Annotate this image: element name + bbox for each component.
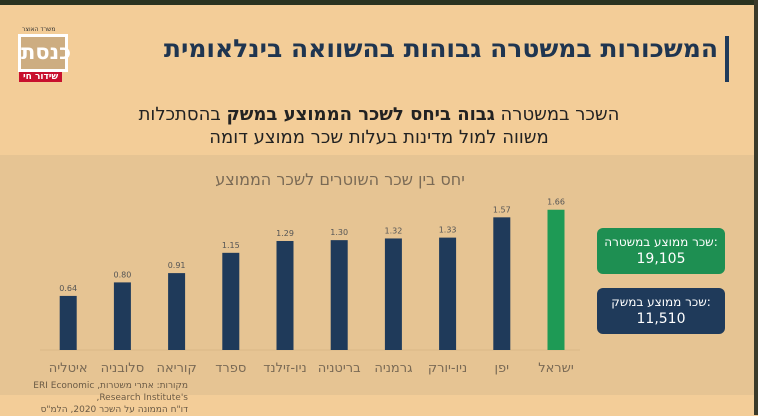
police-average-card: שכר ממוצע במשטרה: 19,105	[597, 228, 725, 274]
data-label: 1.66	[547, 198, 565, 207]
category-label: סלובניה	[101, 361, 145, 376]
data-label: 0.80	[113, 270, 131, 279]
knesset-channel-logo: משרד האוצר כנסת שידור חי	[18, 26, 71, 82]
source-note: מקורות: אתרי משטרות, ERI Economic Resear…	[0, 380, 188, 416]
subtitle-text: השכר במשטרה	[494, 104, 620, 125]
top-border	[0, 0, 758, 5]
data-label: 1.15	[222, 241, 240, 250]
data-label: 0.91	[168, 261, 186, 270]
logo-name: כנסת	[18, 34, 71, 72]
data-label: 1.33	[439, 226, 457, 235]
chart-panel	[0, 155, 754, 395]
data-label: 1.29	[276, 229, 294, 238]
bar	[168, 273, 186, 350]
subtitle: השכר במשטרה גבוה ביחס לשכר הממוצע במשק ב…	[0, 103, 758, 149]
category-label: ניו-יורק	[428, 361, 467, 376]
category-label: יפן	[495, 361, 510, 376]
card-value: 19,105	[636, 251, 686, 267]
subtitle-line2: משווה למול מדינות בעלות שכר ממוצע דומה	[209, 127, 549, 148]
bar	[330, 240, 348, 350]
logo-ministry-text: משרד האוצר	[22, 26, 56, 33]
bar	[384, 238, 402, 350]
bar	[439, 237, 457, 350]
live-badge: שידור חי	[19, 72, 63, 82]
category-label: בריטניה	[318, 361, 361, 376]
category-label: איטליה	[49, 361, 88, 376]
bar	[59, 295, 77, 350]
category-label: ישראל	[538, 361, 574, 376]
right-border	[754, 0, 758, 415]
economy-average-card: שכר ממוצע במשק: 11,510	[597, 288, 725, 334]
bar	[276, 240, 294, 350]
data-label: 1.32	[384, 226, 402, 235]
bar	[547, 209, 565, 350]
chart-title: יחס בין שכר השוטרים לשכר הממוצע	[215, 170, 465, 189]
subtitle-text-end: בהסתכלות	[138, 104, 227, 125]
bar	[113, 282, 131, 350]
title-accent-bar	[725, 36, 729, 82]
category-label: קוריאה	[156, 361, 196, 376]
source-line2: דו"ח הממונה על השכר 2020, הלמ"ס	[40, 405, 188, 415]
category-label: ספרד	[215, 361, 246, 376]
subtitle-bold: גבוה ביחס לשכר הממוצע במשק	[226, 104, 495, 125]
data-label: 1.30	[330, 228, 348, 237]
card-value: 11,510	[636, 311, 686, 327]
data-label: 0.64	[59, 284, 77, 293]
data-label: 1.57	[493, 205, 511, 214]
source-line1: מקורות: אתרי משטרות, ERI Economic Resear…	[33, 381, 188, 403]
card-label: שכר ממוצע במשטרה:	[604, 235, 718, 249]
category-label: ניו-זילנד	[263, 361, 306, 376]
category-label: גרמניה	[374, 361, 412, 376]
page-title: המשכורות במשטרה גבוהות בהשוואה בינלאומית	[163, 34, 718, 63]
bar	[493, 217, 511, 350]
card-label: שכר ממוצע במשק:	[611, 295, 711, 309]
bar	[222, 252, 240, 350]
